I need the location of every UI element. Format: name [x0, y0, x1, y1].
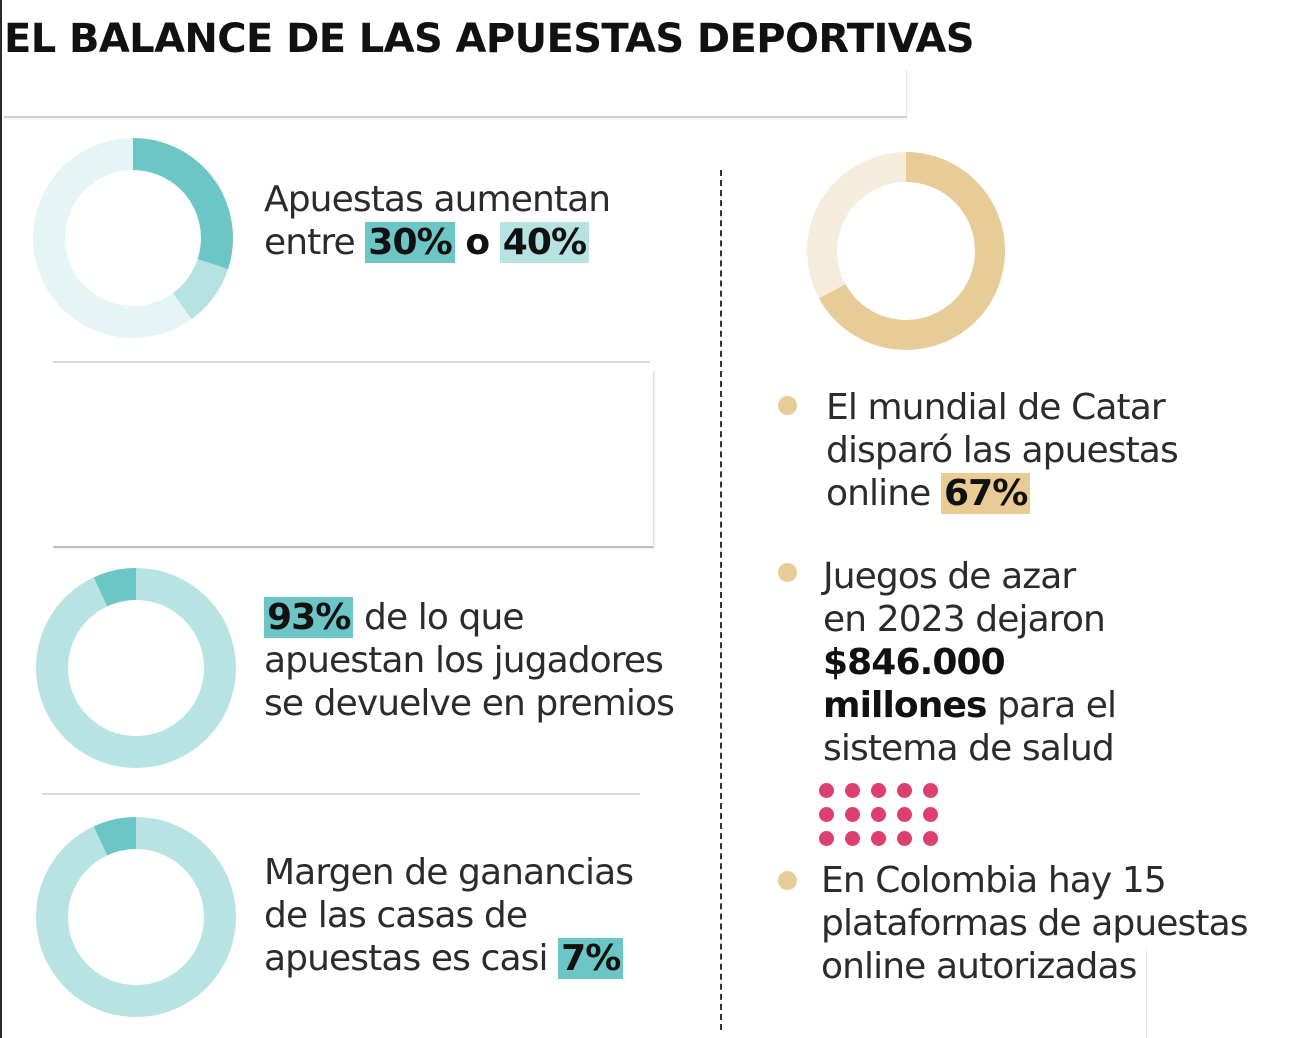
- pink-dot: [923, 807, 938, 822]
- donut-apuestas-chart: [33, 138, 233, 338]
- page-title: EL BALANCE DE LAS APUESTAS DEPORTIVAS: [4, 16, 975, 62]
- apuestas-text: Apuestas aumentan entre 30% o 40%: [264, 178, 611, 264]
- pink-dot: [819, 807, 834, 822]
- donut-premios-marker: [36, 568, 236, 768]
- pink-dot: [923, 783, 938, 798]
- premios-line1: de lo que: [364, 597, 525, 638]
- mundial-line3: online: [826, 473, 931, 514]
- plataformas-line1: En Colombia hay 15: [821, 860, 1167, 901]
- pink-dot: [897, 831, 912, 846]
- donut-mundial-value: [807, 152, 1005, 350]
- apuestas-value-a: 30%: [365, 222, 455, 263]
- apuestas-connector: o: [465, 222, 490, 263]
- pink-dot: [819, 783, 834, 798]
- donut-margen-marker: [36, 817, 236, 1017]
- donut-mundial-chart: [807, 152, 1005, 350]
- apuestas-value-b: 40%: [499, 222, 590, 263]
- margen-text: Margen de ganancias de las casas de apue…: [264, 851, 634, 980]
- margen-line3: apuestas es casi: [264, 938, 548, 979]
- donut-premios-ring: [36, 568, 236, 768]
- plataformas-text: En Colombia hay 15 plataformas de apuest…: [821, 859, 1248, 988]
- premios-value: 93%: [264, 597, 354, 638]
- mundial-line2: disparó las apuestas: [826, 430, 1179, 471]
- donut-margen-chart: [36, 817, 236, 1017]
- donut-margen-ring: [36, 817, 236, 1017]
- margen-line2: de las casas de: [264, 895, 528, 936]
- pink-dot: [897, 807, 912, 822]
- bullet-azar: [778, 563, 797, 582]
- pink-dot: [845, 783, 860, 798]
- plataformas-line2: plataformas de apuestas: [821, 903, 1248, 944]
- azar-value-line1: $846.000: [823, 642, 1006, 683]
- donut-apuestas-range-a: [33, 138, 233, 338]
- header-panel: [4, 70, 907, 118]
- column-divider: [720, 170, 722, 1030]
- mundial-value: 67%: [940, 473, 1031, 514]
- left-frame-edge: [0, 0, 2, 1038]
- apuestas-line1: Apuestas aumentan: [264, 179, 611, 220]
- azar-text: Juegos de azar en 2023 dejaron $846.000 …: [823, 555, 1117, 770]
- pink-dot: [871, 831, 886, 846]
- premios-line2: apuestan los jugadores: [264, 640, 664, 681]
- apuestas-entre: entre: [264, 222, 356, 263]
- section-divider-2: [42, 793, 640, 795]
- premios-text: 93% de lo que apuestan los jugadores se …: [264, 596, 675, 725]
- azar-line3: para el: [997, 685, 1117, 726]
- azar-line2: en 2023 dejaron: [823, 599, 1106, 640]
- mundial-text: El mundial de Catar disparó las apuestas…: [826, 386, 1179, 515]
- margen-value: 7%: [558, 938, 624, 979]
- pink-dot: [923, 831, 938, 846]
- pink-dot: [819, 831, 834, 846]
- pink-dot: [897, 783, 912, 798]
- premios-line3: se devuelve en premios: [264, 683, 675, 724]
- donut-premios-chart: [36, 568, 236, 768]
- section-divider-1: [53, 361, 650, 363]
- pink-dot: [845, 831, 860, 846]
- pink-dot: [845, 807, 860, 822]
- mundial-line1: El mundial de Catar: [826, 387, 1166, 428]
- right-blank-panel: [1146, 950, 1297, 1038]
- plataformas-line3: online autorizadas: [821, 946, 1137, 987]
- bullet-plataformas: [778, 871, 797, 890]
- pink-dot: [871, 783, 886, 798]
- blank-panel: [53, 370, 654, 548]
- azar-value-line2: millones: [823, 685, 987, 726]
- azar-line4: sistema de salud: [823, 728, 1115, 769]
- margen-line1: Margen de ganancias: [264, 852, 634, 893]
- bullet-mundial: [778, 396, 797, 415]
- pink-dot: [871, 807, 886, 822]
- azar-line1: Juegos de azar: [823, 556, 1076, 597]
